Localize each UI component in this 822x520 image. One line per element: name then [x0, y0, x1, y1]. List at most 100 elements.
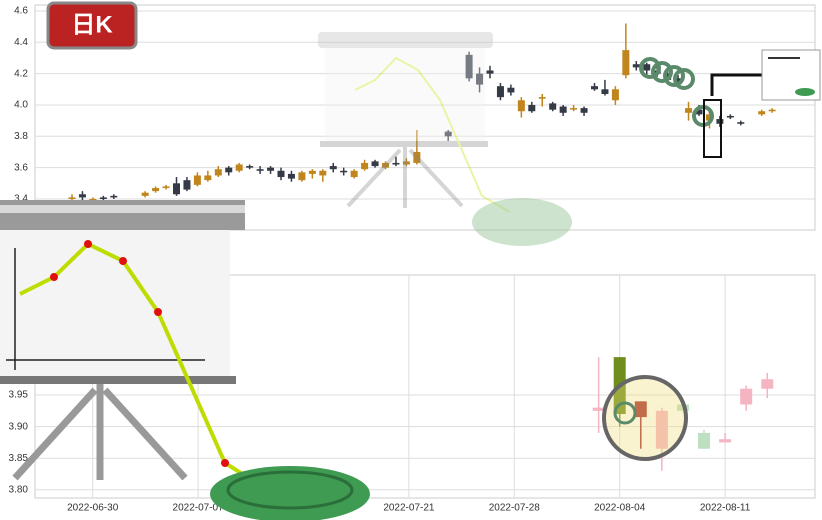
candle-body [643, 64, 651, 71]
candle-body [465, 54, 473, 79]
candle-body [361, 162, 369, 170]
y-tick-label: 3.95 [9, 390, 29, 401]
candle-body [214, 169, 222, 176]
candle-body [632, 64, 640, 68]
candle-body [726, 115, 734, 118]
candle-body [476, 73, 484, 85]
candle-body [173, 183, 180, 195]
candle-body [486, 70, 494, 74]
candle-body [444, 131, 452, 137]
y-tick-label: 3.8 [14, 131, 28, 142]
candle-body [110, 195, 118, 198]
candle-body [340, 170, 348, 173]
arrow-line [710, 73, 762, 96]
easel [0, 200, 301, 494]
charts: 3.4 3.6 3.8 4.0 4.2 4.4 4.6 3.80 3.85 3.90 3.95 202… [9, 6, 815, 514]
candle-body [99, 197, 107, 199]
marker-box [703, 99, 722, 158]
y-tick-label: 3.4 [14, 194, 28, 205]
candle-body [737, 122, 745, 124]
candle-body [256, 169, 264, 171]
candle-body [350, 170, 358, 178]
y-tick-label: 4.2 [14, 68, 28, 79]
candle-body [634, 401, 647, 418]
candle-body [277, 170, 285, 178]
y-tick-label: 3.80 [9, 484, 29, 495]
candle-body [758, 111, 766, 115]
candle-body [538, 97, 546, 99]
candle-body [570, 108, 578, 110]
candle-body [371, 161, 379, 167]
candle-body [287, 173, 295, 179]
y-tick-label: 3.85 [9, 453, 29, 464]
candle-body [549, 103, 557, 110]
candle-body [592, 407, 605, 411]
candle-body [496, 86, 504, 98]
disk-ring [226, 470, 354, 510]
candle-body [611, 89, 619, 101]
candle-body [559, 106, 567, 113]
faded-disk [472, 198, 572, 246]
x-tick-label: 2022-07-21 [383, 503, 435, 514]
y-tick-label: 4.0 [14, 100, 28, 111]
candle-body [719, 439, 732, 443]
candle-body [761, 379, 774, 389]
candle-body [225, 167, 233, 173]
highlight-circle [602, 375, 688, 461]
candle-body [507, 87, 515, 93]
candle-body [235, 164, 243, 171]
y-tick-label: 3.6 [14, 162, 28, 173]
candle-body [716, 119, 724, 124]
y-tick-label: 3.90 [9, 421, 29, 432]
x-tick-label: 2022-08-11 [700, 503, 751, 514]
candle-body [298, 172, 306, 181]
x-tick-label: 2022-07-07 [173, 503, 225, 514]
badge-text: 日K [71, 11, 113, 38]
candle-body [162, 186, 170, 189]
candle-body [528, 104, 536, 112]
y-tick-label: 4.4 [14, 37, 28, 48]
candle-body [591, 86, 598, 90]
candle-body [698, 432, 711, 449]
candle-body [674, 78, 682, 82]
faded-easel [318, 32, 511, 213]
candle-body [705, 114, 713, 121]
candle-body [601, 89, 609, 94]
badge[interactable] [46, 1, 138, 50]
candle-body [78, 194, 86, 198]
x-tick-label: 2022-07-28 [489, 503, 541, 514]
candle-body [68, 197, 76, 199]
candle-body [204, 175, 212, 181]
candle-body [768, 109, 776, 112]
mini-icon-disk [795, 88, 815, 96]
green-disk [210, 466, 370, 520]
candle-body [329, 166, 337, 170]
x-tick-label: 2022-06-30 [67, 503, 119, 514]
y-tick-label: 4.6 [14, 6, 28, 17]
candle-body [141, 192, 149, 196]
candle-body [685, 108, 693, 113]
candle-body [89, 198, 97, 201]
candle-body [267, 167, 275, 171]
candle-body [517, 100, 525, 112]
candle-body [402, 161, 410, 165]
candle-body [392, 162, 400, 165]
candle-body [152, 188, 160, 192]
candle-body [580, 108, 588, 113]
candle-body [382, 162, 389, 168]
ring [613, 401, 637, 425]
candle-body [622, 50, 630, 76]
x-tick-label: 2022-08-04 [594, 503, 646, 514]
candle-body [183, 180, 191, 190]
candle-body [413, 151, 421, 163]
candle-body [308, 170, 316, 174]
candle-body [193, 175, 201, 185]
candle-body [740, 388, 753, 405]
candle-body [695, 109, 703, 115]
candle-body [655, 410, 668, 449]
candle-body [246, 166, 254, 168]
candle-body [319, 170, 327, 176]
